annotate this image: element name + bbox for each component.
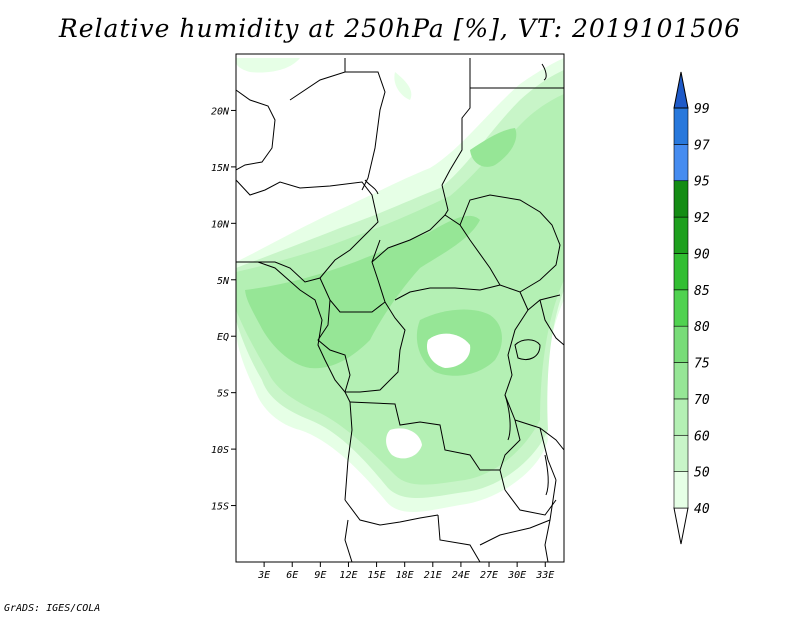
border-drc-angola — [349, 401, 506, 491]
lake-chad — [364, 179, 379, 195]
border-zambia — [504, 489, 557, 516]
lat-tick-label: 15N — [211, 163, 230, 174]
colorbar-top-arrow — [673, 71, 689, 109]
colorbar-label: 60 — [694, 429, 710, 444]
border-chad-sudan — [441, 184, 449, 216]
colorbar-segment — [673, 289, 689, 327]
colorbar-segment — [673, 107, 689, 145]
lake-victoria — [514, 339, 541, 360]
border-cameroon — [319, 239, 386, 313]
lon-tick-label: 21E — [424, 570, 442, 581]
border-angola-south — [344, 499, 439, 526]
lake-tanganyika — [504, 394, 511, 441]
border-north-sahara — [236, 89, 276, 171]
colorbar-segment — [673, 362, 689, 400]
humidity-band-70 — [245, 215, 480, 369]
lat-tick-label: 20N — [211, 106, 230, 117]
longitude-ticks: 3E 6E 9E 12E 15E 18E 21E 24E 27E 30E 33E — [257, 562, 554, 581]
colorbar-segment — [673, 471, 689, 509]
border-chad-libya — [344, 58, 471, 186]
latitude-ticks: 20N 15N 10N 5N EQ 5S 10S 15S — [211, 106, 236, 513]
border-congo-drc — [345, 301, 406, 393]
lat-tick-label: 15S — [211, 502, 229, 513]
lon-tick-label: 6E — [286, 570, 298, 581]
lat-tick-label: 10S — [211, 445, 229, 456]
coastline-west — [236, 261, 353, 501]
border-uganda-kenya — [527, 294, 564, 346]
border-drc-east — [499, 291, 529, 471]
colorbar-label: 80 — [694, 320, 710, 335]
border-niger-chad — [289, 71, 386, 191]
colorbar-label: 70 — [694, 393, 710, 408]
lat-tick-label: 5N — [217, 276, 230, 287]
lon-tick-label: 30E — [507, 570, 526, 581]
eastern-rift — [541, 63, 547, 81]
humidity-shading — [236, 58, 564, 512]
lake-malawi — [544, 454, 549, 496]
lon-tick-label: 18E — [396, 570, 414, 581]
coast-mozambique — [544, 479, 557, 562]
humidity-band-40-ne — [394, 72, 412, 100]
border-nigeria — [236, 179, 379, 283]
lon-tick-label: 3E — [257, 570, 270, 581]
border-tanzania — [514, 419, 564, 481]
lon-tick-label: 15E — [368, 570, 386, 581]
dry-pocket-center — [426, 333, 471, 368]
lon-tick-label: 12E — [339, 570, 357, 581]
colorbar-segment — [673, 398, 689, 436]
colorbar-segment — [673, 325, 689, 363]
border-zimbabwe — [479, 519, 551, 546]
colorbar-label: 99 — [694, 102, 710, 117]
colorbar-label: 90 — [694, 247, 710, 262]
colorbar-label: 92 — [694, 211, 710, 226]
lat-tick-label: 5S — [217, 389, 229, 400]
colorbar-label: 97 — [694, 138, 710, 153]
lon-tick-label: 33E — [535, 570, 554, 581]
colorbar-label: 50 — [694, 466, 710, 481]
lon-tick-label: 27E — [480, 570, 498, 581]
colorbar-label: 85 — [694, 284, 710, 299]
border-car — [371, 214, 501, 301]
humidity-band-70-ne — [470, 128, 517, 167]
border-sudan-south — [459, 194, 561, 293]
humidity-band-40-north — [236, 58, 300, 73]
colorbar-segment — [673, 253, 689, 291]
border-congo-gabon — [317, 299, 351, 393]
colorbar-segment — [673, 180, 689, 218]
colorbar-segment — [673, 216, 689, 254]
country-borders — [236, 58, 564, 562]
border-namibia — [344, 514, 481, 562]
colorbar-bottom-arrow — [673, 507, 689, 545]
colorbar-label: 75 — [694, 357, 710, 372]
grads-credit: GrADS: IGES/COLA — [4, 603, 101, 614]
lat-tick-label: 10N — [211, 219, 230, 230]
colorbar-label: 95 — [694, 175, 710, 190]
lon-tick-label: 9E — [314, 570, 326, 581]
map-frame — [235, 53, 565, 563]
map-title: Relative humidity at 250hPa [%], VT: 201… — [58, 14, 742, 43]
lon-tick-label: 24E — [452, 570, 470, 581]
colorbar-segment — [673, 144, 689, 182]
colorbar: 40 50 60 70 75 80 85 90 92 95 97 99 — [673, 71, 710, 545]
colorbar-label: 40 — [694, 502, 710, 517]
lat-tick-label: EQ — [217, 332, 229, 343]
dry-pocket-south — [386, 428, 422, 459]
colorbar-segment — [673, 434, 689, 472]
